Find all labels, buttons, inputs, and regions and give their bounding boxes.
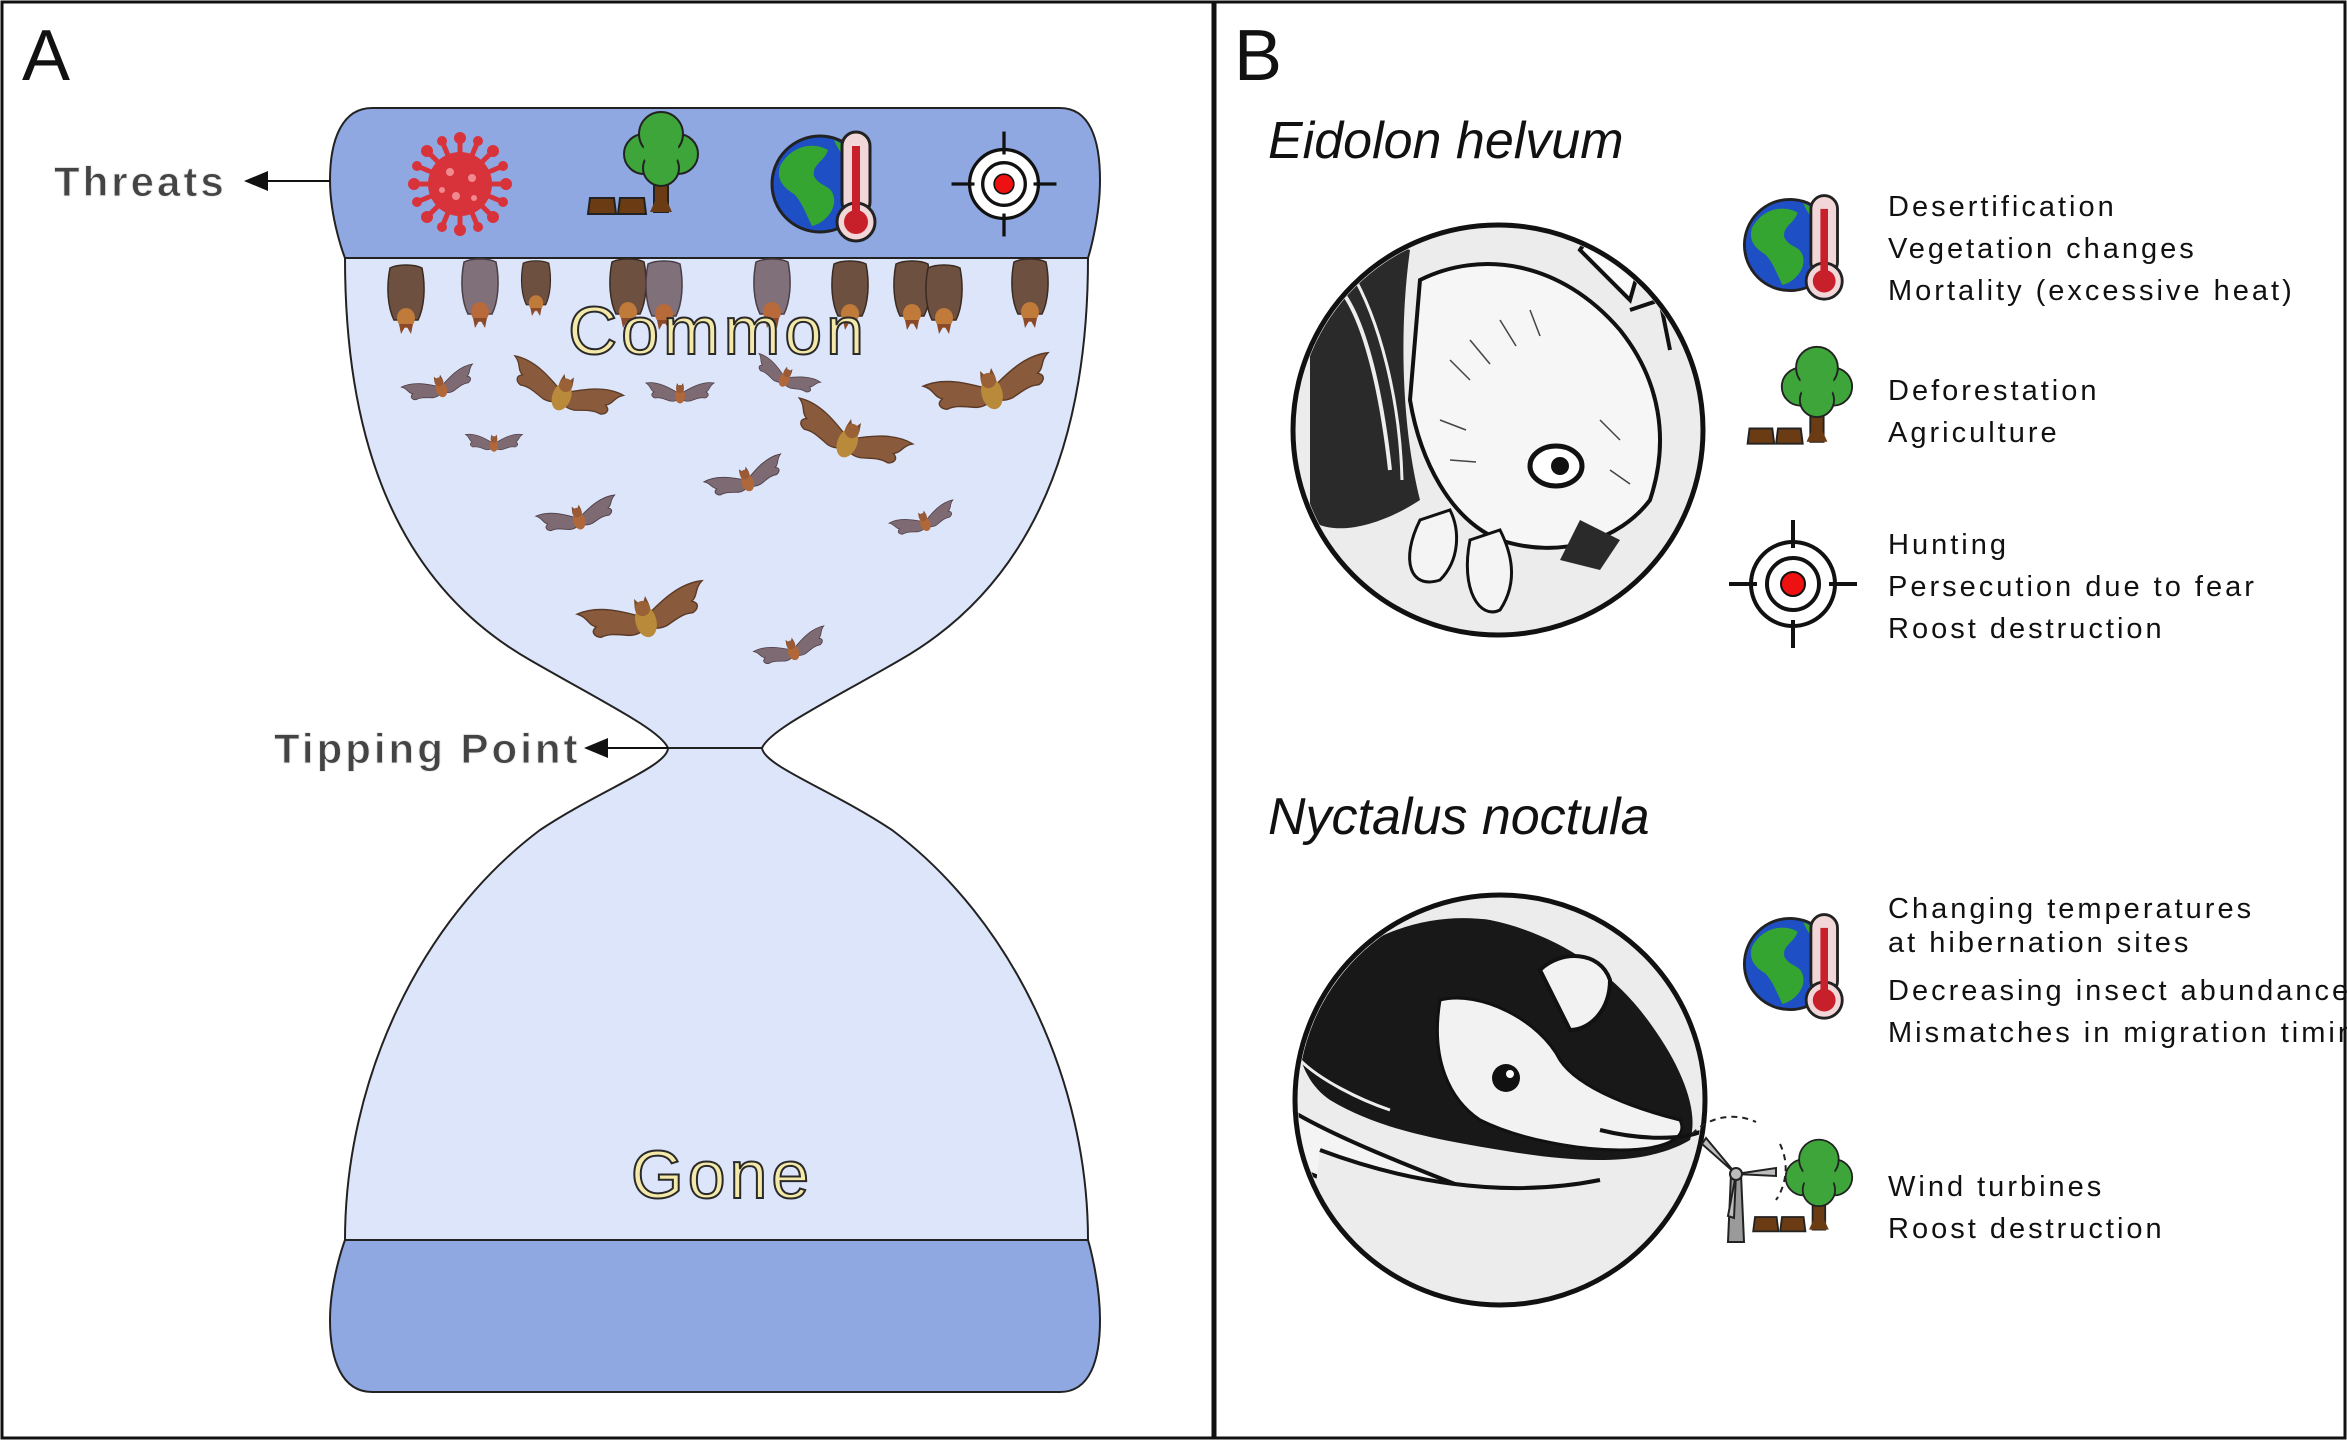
- threat-hunting: Hunting: [1888, 529, 2009, 561]
- threat-changing-temperatures: Changing temperatures: [1888, 893, 2254, 925]
- eidolon-threat-group-land-use: Deforestation Agriculture: [1746, 345, 2100, 449]
- threat-hibernation-sites: at hibernation sites: [1888, 927, 2191, 959]
- threat-mortality-heat: Mortality (excessive heat): [1888, 275, 2295, 307]
- threat-vegetation-changes: Vegetation changes: [1888, 233, 2197, 265]
- threat-agriculture: Agriculture: [1888, 417, 2060, 449]
- panel-a-letter: A: [22, 16, 70, 96]
- threat-wind-turbines: Wind turbines: [1888, 1171, 2104, 1203]
- threats-callout: Threats: [54, 158, 330, 206]
- threat-migration-timing: Mismatches in migration timing: [1888, 1017, 2347, 1049]
- threat-deforestation: Deforestation: [1888, 375, 2100, 407]
- species-name-nyctalus: Nyctalus noctula: [1268, 788, 1650, 846]
- threat-roost-destruction: Roost destruction: [1888, 613, 2165, 645]
- virus-icon: [408, 132, 512, 236]
- threat-insect-abundance: Decreasing insect abundance: [1888, 975, 2347, 1007]
- threat-desertification: Desertification: [1888, 191, 2117, 223]
- nyctalus-threat-group-climate: Changing temperatures at hibernation sit…: [1742, 893, 2347, 1049]
- tipping-point-label: Tipping Point: [274, 725, 581, 772]
- top-band: [328, 107, 1102, 259]
- threat-roost-destruction-2: Roost destruction: [1888, 1213, 2165, 1245]
- eidolon-threat-group-climate: Desertification Vegetation changes Morta…: [1742, 191, 2295, 307]
- common-label: Common: [568, 293, 868, 369]
- nyctalus-noctula-illustration: [1292, 892, 1708, 1308]
- gone-label: Gone: [631, 1137, 813, 1213]
- species-name-eidolon: Eidolon helvum: [1268, 112, 1624, 170]
- tipping-point-callout: Tipping Point: [274, 725, 668, 773]
- panel-b-letter: B: [1234, 16, 1282, 96]
- wind-turbine-icon: [1691, 1115, 1787, 1243]
- bottom-band: [328, 1239, 1102, 1393]
- eidolon-helvum-illustration: [1290, 222, 1706, 638]
- nyctalus-threat-group-turbines: Wind turbines Roost destruction: [1691, 1115, 2165, 1245]
- hourglass: [328, 107, 1102, 1393]
- threat-persecution-fear: Persecution due to fear: [1888, 571, 2257, 603]
- threats-label: Threats: [54, 158, 227, 205]
- eidolon-threat-group-persecution: Hunting Persecution due to fear Roost de…: [1727, 518, 2257, 650]
